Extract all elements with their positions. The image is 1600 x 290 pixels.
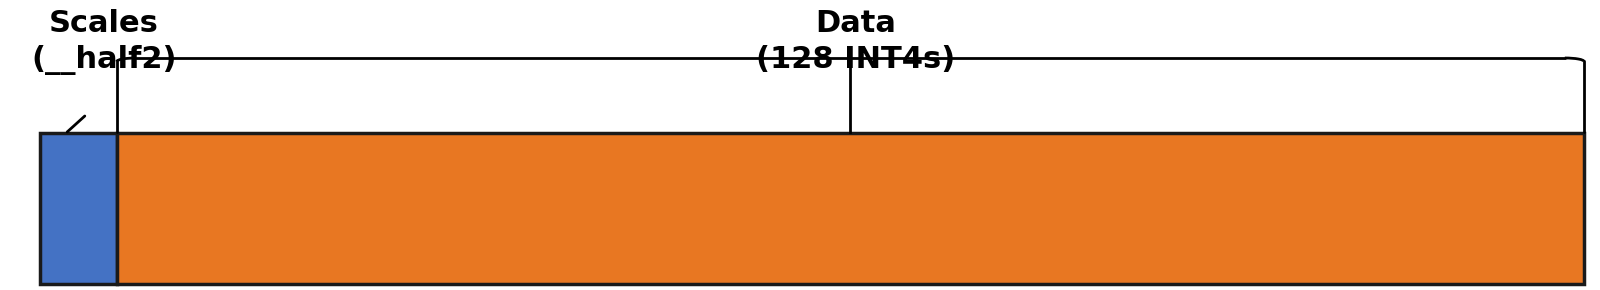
Text: Scales
(__half2): Scales (__half2) <box>32 9 176 75</box>
Text: Data
(128 INT4s): Data (128 INT4s) <box>757 9 955 74</box>
Bar <box>40 133 117 284</box>
Bar <box>117 133 1584 284</box>
